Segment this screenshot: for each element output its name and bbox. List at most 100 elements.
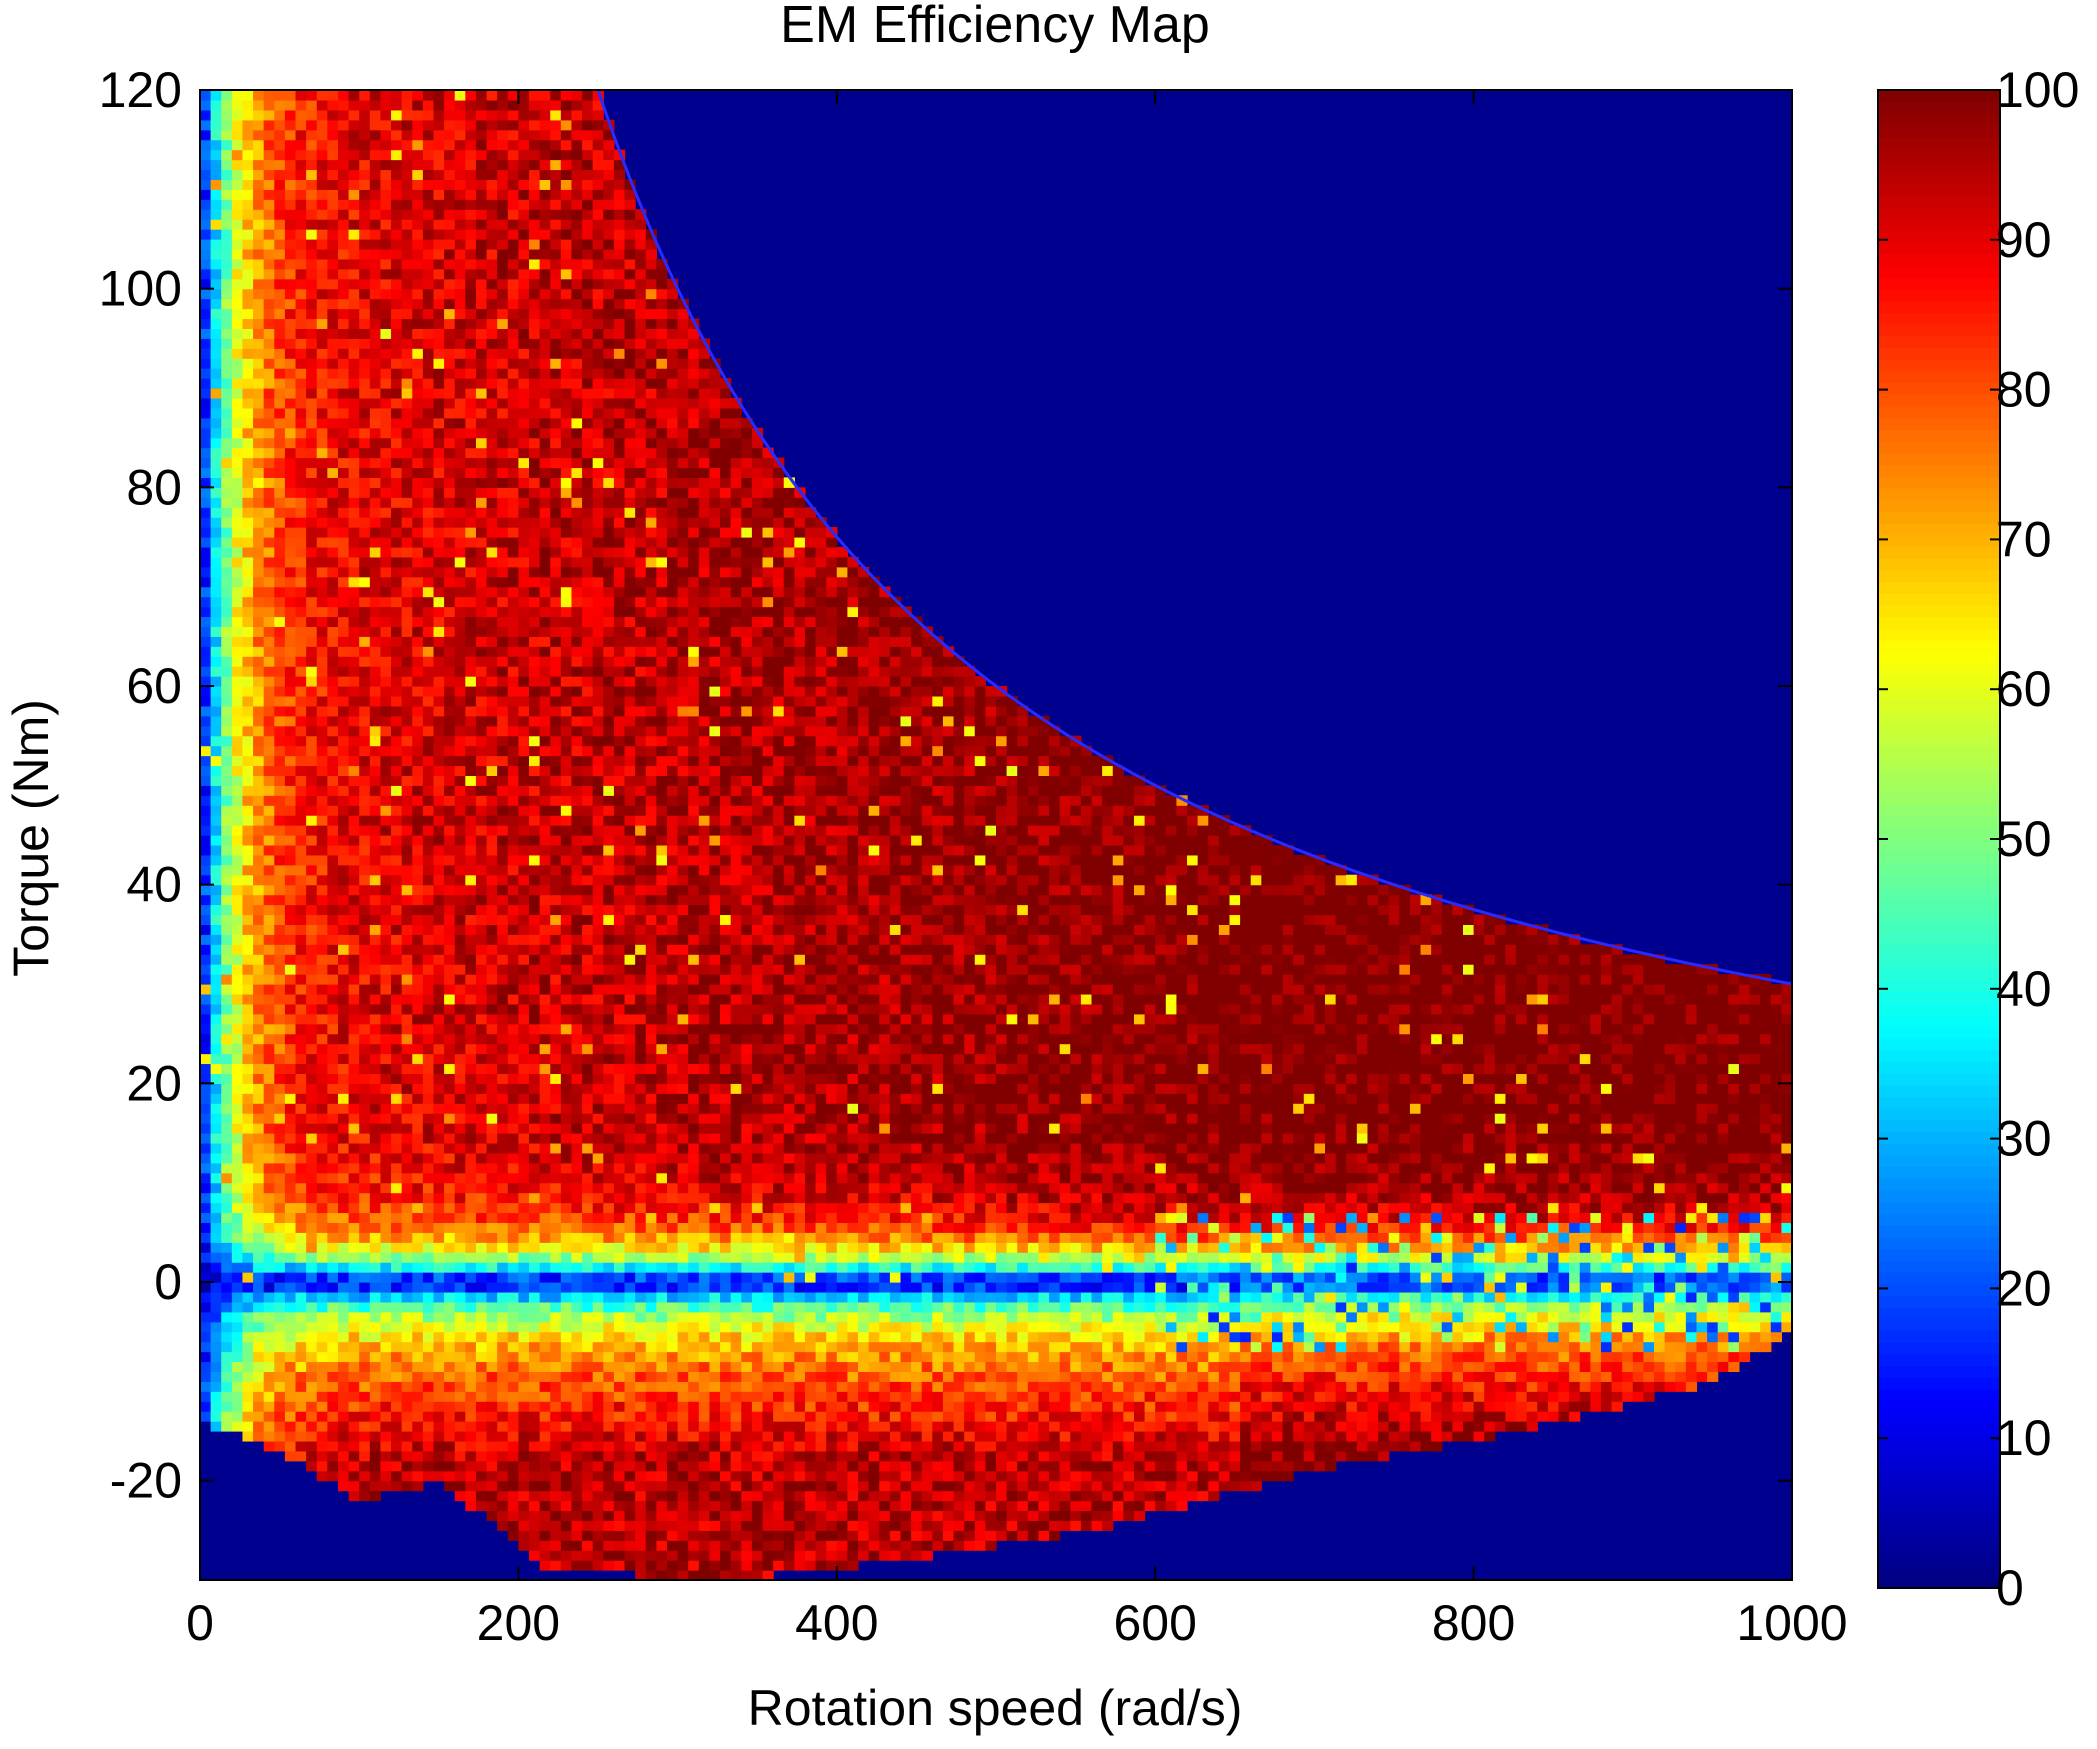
heatmap-cell: [391, 1182, 403, 1194]
heatmap-cell: [380, 1133, 392, 1144]
heatmap-cell: [571, 1262, 583, 1273]
heatmap-cell: [348, 527, 360, 538]
heatmap-cell: [465, 825, 477, 836]
heatmap-cell: [454, 308, 466, 320]
heatmap-cell: [200, 765, 212, 776]
heatmap-cell: [359, 616, 371, 627]
heatmap-cell: [507, 248, 519, 260]
heatmap-cell: [539, 1003, 551, 1015]
heatmap-cell: [274, 129, 286, 141]
heatmap-cell: [306, 954, 318, 965]
heatmap-cell: [401, 815, 413, 826]
heatmap-cell: [359, 676, 371, 687]
heatmap-cell: [221, 1023, 233, 1035]
heatmap-cell: [263, 775, 275, 786]
heatmap-cell: [221, 1103, 233, 1114]
heatmap-cell: [475, 1073, 488, 1084]
heatmap-cell: [263, 884, 275, 896]
heatmap-cell: [274, 815, 286, 826]
heatmap-cell: [274, 984, 286, 995]
heatmap-cell: [359, 527, 371, 538]
heatmap-cell: [539, 735, 551, 747]
heatmap-cell: [284, 993, 297, 1005]
heatmap-cell: [391, 1172, 403, 1184]
heatmap-cell: [529, 1182, 541, 1194]
heatmap-cell: [295, 1341, 307, 1353]
heatmap-cell: [369, 805, 382, 816]
heatmap-cell: [359, 1182, 371, 1194]
heatmap-cell: [422, 229, 435, 240]
heatmap-cell: [401, 656, 413, 667]
heatmap-cell: [454, 1431, 466, 1442]
heatmap-cell: [274, 874, 286, 886]
heatmap-cell: [316, 666, 328, 677]
heatmap-cell: [529, 209, 541, 220]
heatmap-cell: [210, 338, 222, 349]
heatmap-cell: [284, 914, 297, 925]
heatmap-cell: [518, 1520, 530, 1531]
heatmap-cell: [306, 1073, 318, 1084]
heatmap-cell: [369, 795, 382, 806]
heatmap-cell: [518, 924, 530, 935]
heatmap-cell: [422, 1202, 435, 1214]
heatmap-cell: [529, 1470, 541, 1482]
heatmap-cell: [454, 1440, 466, 1452]
heatmap-cell: [348, 1103, 360, 1114]
heatmap-cell: [253, 1003, 265, 1015]
heatmap-cell: [253, 835, 265, 846]
heatmap-cell: [359, 358, 371, 369]
heatmap-cell: [539, 169, 551, 180]
heatmap-cell: [274, 298, 286, 310]
heatmap-cell: [284, 646, 297, 657]
heatmap-cell: [316, 854, 328, 866]
heatmap-cell: [369, 586, 382, 598]
heatmap-cell: [337, 1142, 350, 1154]
heatmap-cell: [444, 1013, 456, 1025]
heatmap-cell: [518, 616, 530, 627]
heatmap-cell: [444, 1123, 456, 1134]
heatmap-cell: [497, 1222, 509, 1233]
heatmap-cell: [422, 1411, 435, 1422]
heatmap-cell: [253, 546, 265, 558]
heatmap-cell: [316, 984, 328, 995]
heatmap-cell: [422, 397, 435, 409]
heatmap-cell: [295, 477, 307, 488]
heatmap-cell: [465, 1460, 477, 1472]
heatmap-cell: [422, 427, 435, 439]
heatmap-cell: [200, 785, 212, 796]
heatmap-cell: [401, 795, 413, 806]
heatmap-cell: [284, 90, 297, 101]
heatmap-cell: [422, 139, 435, 151]
heatmap-cell: [369, 487, 382, 498]
heatmap-cell: [560, 606, 573, 618]
heatmap-cell: [422, 457, 435, 469]
heatmap-cell: [497, 1242, 509, 1253]
heatmap-cell: [327, 268, 339, 280]
heatmap-cell: [348, 1351, 360, 1363]
heatmap-cell: [327, 129, 339, 141]
heatmap-cell: [497, 1450, 509, 1462]
heatmap-cell: [263, 278, 275, 290]
heatmap-cell: [529, 1450, 541, 1462]
heatmap-cell: [284, 1202, 297, 1214]
heatmap-cell: [401, 1391, 413, 1402]
heatmap-cell: [412, 507, 424, 518]
heatmap-cell: [497, 90, 509, 101]
heatmap-cell: [369, 169, 382, 180]
heatmap-cell: [316, 656, 328, 667]
heatmap-cell: [550, 894, 562, 906]
heatmap-cell: [401, 1162, 413, 1174]
heatmap-cell: [518, 964, 530, 975]
heatmap-cell: [412, 477, 424, 488]
heatmap-cell: [497, 417, 509, 429]
heatmap-cell: [221, 616, 233, 627]
heatmap-cell: [401, 288, 413, 300]
heatmap-cell: [539, 586, 551, 598]
heatmap-cell: [550, 1550, 562, 1561]
heatmap-cell: [359, 596, 371, 608]
heatmap-cell: [391, 954, 403, 965]
heatmap-cell: [306, 1272, 318, 1283]
heatmap-cell: [306, 795, 318, 806]
heatmap-cell: [497, 546, 509, 558]
heatmap-cell: [433, 835, 445, 846]
